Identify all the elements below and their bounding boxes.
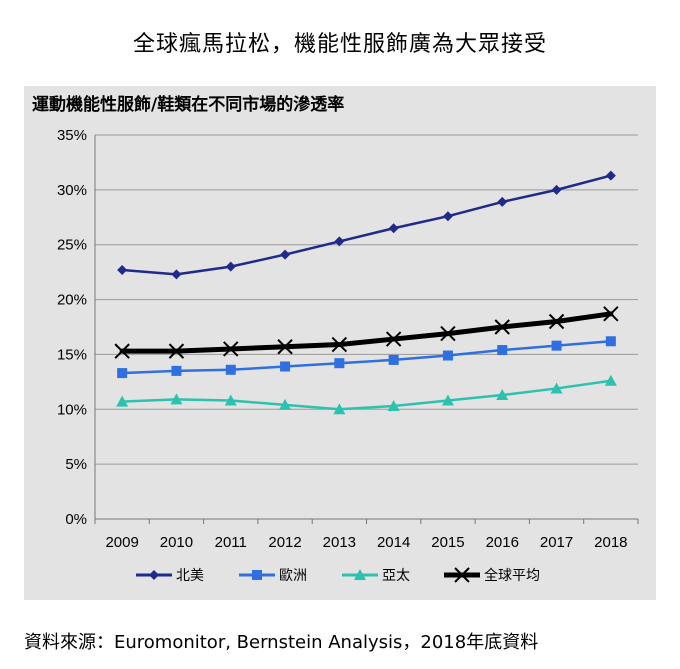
data-point (385, 331, 402, 347)
chart-title: 運動機能性服飾/鞋類在不同市場的滲透率 (32, 95, 345, 115)
source-note: 資料來源：Euromonitor, Bernstein Analysis，201… (24, 632, 539, 653)
data-point (225, 261, 236, 272)
x-tick-label: 2010 (160, 534, 193, 551)
data-point (280, 249, 291, 260)
series-line (120, 174, 613, 276)
legend-marker (252, 570, 262, 580)
legend-label: 北美 (176, 568, 204, 584)
data-point (333, 403, 346, 415)
data-point (170, 393, 183, 405)
y-tick-label: 15% (57, 346, 87, 363)
data-point (494, 319, 510, 335)
page-title: 全球瘋馬拉松，機能性服飾廣為大眾接受 (132, 32, 547, 57)
data-point (605, 170, 616, 181)
legend-label: 全球平均 (484, 567, 540, 584)
data-point (551, 340, 562, 351)
y-tick-label: 20% (57, 292, 87, 309)
data-point (497, 345, 508, 356)
series-line (119, 311, 614, 354)
y-tick-label: 5% (65, 456, 87, 473)
data-point (334, 236, 345, 247)
chart-panel: 運動機能性服飾/鞋類在不同市場的滲透率 0% 5% 10% 15% 20% 25% 30% 3… (24, 86, 656, 600)
data-point (223, 341, 239, 357)
y-tick-label: 25% (57, 237, 87, 254)
x-tick-label: 2012 (268, 534, 301, 551)
data-point (387, 399, 400, 411)
y-tick-label: 0% (65, 511, 87, 528)
data-point (388, 354, 399, 365)
legend-marker (354, 569, 366, 580)
x-tick-label: 2015 (431, 534, 464, 551)
data-point (441, 394, 454, 406)
data-point (171, 269, 182, 280)
y-tick-label: 10% (57, 401, 87, 418)
data-point (548, 313, 565, 330)
data-point (224, 394, 237, 406)
data-point (334, 358, 345, 369)
data-point (117, 264, 128, 275)
legend-marker (454, 567, 470, 583)
data-point (331, 336, 348, 353)
data-point (171, 365, 182, 376)
data-point (114, 343, 130, 359)
data-point (388, 223, 399, 234)
legend-label: 亞太 (382, 568, 410, 584)
data-point (116, 395, 129, 407)
data-point (496, 389, 509, 401)
series-line (120, 340, 613, 375)
data-point (280, 361, 291, 372)
data-point (551, 184, 562, 195)
data-point (117, 368, 128, 379)
x-tick-label: 2014 (377, 534, 410, 551)
line-chart: 0% 5% 10% 15% 20% 25% 30% 35% 2009 2010 2011 2012 20… (57, 127, 639, 584)
x-tick-label: 2017 (540, 534, 573, 551)
data-point (603, 306, 619, 322)
data-point (279, 398, 292, 410)
x-tick-label: 2018 (594, 534, 627, 551)
data-point (550, 382, 563, 394)
data-point (442, 350, 453, 361)
x-tick-label: 2016 (486, 534, 519, 551)
legend-label: 歐洲 (279, 568, 307, 584)
x-tick-label: 2011 (215, 534, 247, 551)
series-line (120, 379, 613, 411)
x-tick-label: 2009 (105, 534, 138, 551)
data-point (440, 325, 456, 342)
data-point (168, 343, 185, 359)
data-point (442, 211, 453, 222)
x-tick-label: 2013 (323, 534, 356, 551)
data-point (605, 336, 616, 347)
data-point (497, 196, 508, 207)
data-point (225, 364, 236, 375)
data-point (277, 339, 293, 355)
y-tick-label: 30% (57, 182, 87, 199)
legend-marker (149, 570, 159, 580)
y-tick-label: 35% (57, 127, 87, 144)
data-point (604, 374, 617, 386)
